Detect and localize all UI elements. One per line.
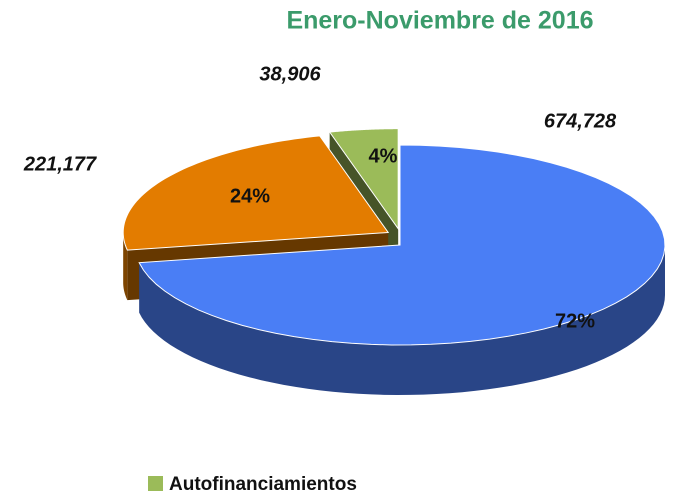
legend-label: Autofinanciamientos: [169, 474, 357, 495]
slice: [122, 135, 390, 251]
percent-label: 72%: [555, 310, 595, 332]
slice: [328, 128, 399, 231]
slice-side: [123, 232, 128, 301]
percent-label: 4%: [369, 145, 398, 167]
percent-label: 24%: [230, 185, 270, 207]
chart-title: Enero-Noviembre de 2016: [286, 7, 593, 35]
slice: [138, 144, 666, 346]
value-label: 221,177: [23, 153, 97, 175]
legend-swatch: [148, 476, 163, 491]
value-label: 674,728: [544, 110, 617, 132]
slice-side: [139, 245, 665, 395]
value-label: 38,906: [259, 63, 321, 85]
